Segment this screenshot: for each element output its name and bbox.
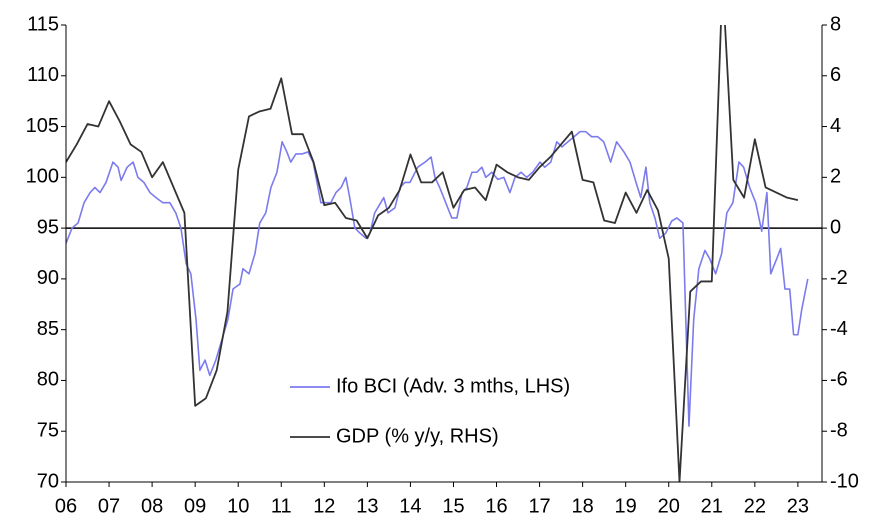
- x-tick-label: 12: [313, 495, 335, 517]
- x-tick-label: 20: [658, 495, 680, 517]
- legend-label: GDP (% y/y, RHS): [336, 425, 499, 447]
- x-tick-label: 14: [399, 495, 421, 517]
- y-tick-label: 75: [37, 420, 59, 442]
- y-tick-label: 80: [37, 369, 59, 391]
- y2-tick-label: -6: [830, 369, 848, 391]
- x-tick-label: 06: [55, 495, 77, 517]
- y2-tick-label: -4: [830, 318, 848, 340]
- x-tick-label: 22: [744, 495, 766, 517]
- y-tick-label: 85: [37, 318, 59, 340]
- y2-tick-label: -8: [830, 420, 848, 442]
- y2-tick-label: -2: [830, 267, 848, 289]
- y-tick-label: 100: [26, 166, 59, 188]
- x-tick-label: 15: [442, 495, 464, 517]
- x-tick-label: 17: [528, 495, 550, 517]
- y-tick-label: 105: [26, 115, 59, 137]
- y-tick-label: 90: [37, 267, 59, 289]
- y-tick-label: 110: [27, 64, 59, 86]
- y2-tick-label: 8: [830, 13, 841, 35]
- y-tick-label: 95: [37, 216, 59, 238]
- x-tick-label: 19: [615, 495, 637, 517]
- y-tick-label: 70: [37, 470, 59, 492]
- series-line: [66, 130, 809, 427]
- legend-label: Ifo BCI (Adv. 3 mths, LHS): [336, 375, 570, 397]
- y-tick-label: 115: [27, 13, 59, 35]
- x-tick-label: 18: [572, 495, 594, 517]
- x-tick-label: 10: [227, 495, 249, 517]
- x-tick-label: 09: [184, 495, 206, 517]
- x-tick-label: 07: [98, 495, 120, 517]
- y2-tick-label: -10: [830, 470, 859, 492]
- series-line: [66, 25, 799, 482]
- y2-tick-label: 2: [830, 166, 841, 188]
- plot-area: [66, 25, 822, 482]
- y2-tick-label: 6: [830, 64, 841, 86]
- x-tick-label: 08: [141, 495, 163, 517]
- x-tick-label: 23: [787, 495, 809, 517]
- x-tick-label: 13: [356, 495, 378, 517]
- x-tick-label: 16: [485, 495, 507, 517]
- x-tick-label: 11: [271, 495, 292, 517]
- y2-tick-label: 0: [830, 216, 841, 238]
- x-tick-label: 21: [701, 495, 723, 517]
- y2-tick-label: 4: [830, 115, 841, 137]
